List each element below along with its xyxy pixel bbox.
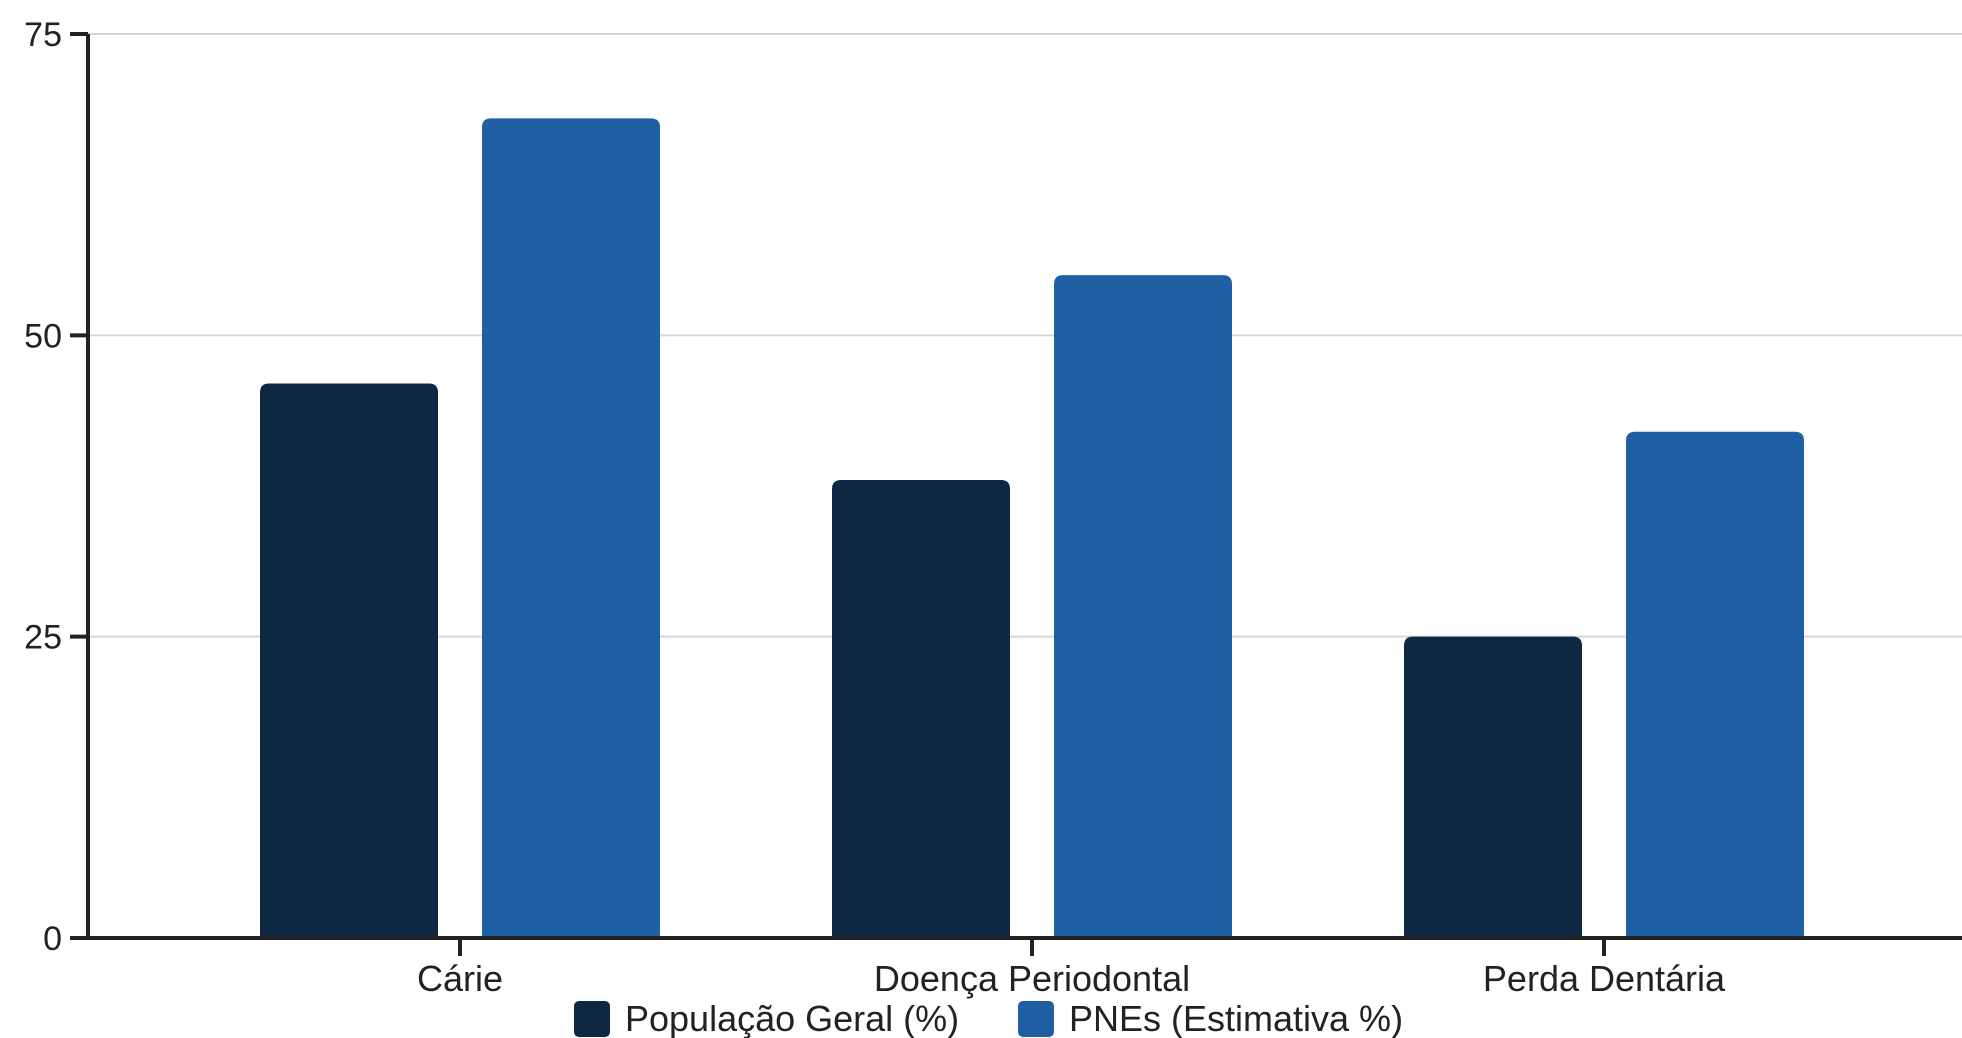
bar-pnes-0 <box>482 118 660 938</box>
legend-label-1: PNEs (Estimativa %) <box>1069 998 1403 1038</box>
bar-populacao-geral-1 <box>832 479 1010 938</box>
x-tick-label-0: Cárie <box>417 958 503 999</box>
y-tick-label-25: 25 <box>24 619 62 657</box>
legend-swatch-1 <box>1018 1001 1054 1037</box>
bar-pnes-2 <box>1626 431 1804 938</box>
bar-populacao-geral-2 <box>1404 636 1582 938</box>
x-tick-label-2: Perda Dentária <box>1483 958 1726 999</box>
bar-pnes-1 <box>1054 275 1232 939</box>
y-tick-label-50: 50 <box>24 317 62 355</box>
legend: População Geral (%) PNEs (Estimativa %) <box>574 998 1403 1038</box>
legend-swatch-0 <box>574 1001 610 1037</box>
y-ticks: 0 25 50 75 <box>24 16 88 958</box>
bar-populacao-geral-0 <box>260 383 438 939</box>
x-ticks: Cárie Doença Periodontal Perda Dentária <box>417 938 1726 999</box>
y-tick-label-0: 0 <box>43 920 62 958</box>
axes <box>70 34 1962 940</box>
bars <box>260 118 1804 939</box>
y-tick-label-75: 75 <box>24 16 62 54</box>
legend-label-0: População Geral (%) <box>625 998 959 1038</box>
x-tick-label-1: Doença Periodontal <box>874 958 1190 999</box>
